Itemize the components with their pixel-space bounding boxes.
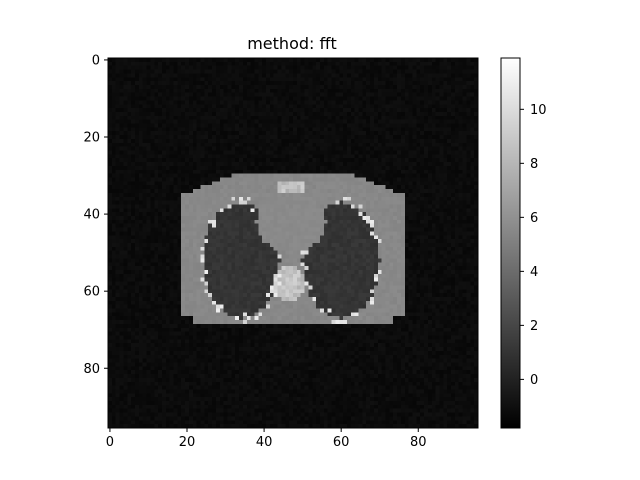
y-tick-label: 80 — [83, 362, 100, 377]
colorbar-tick-label: 6 — [530, 211, 538, 226]
colorbar-frame — [500, 57, 521, 429]
colorbar-tick-label: 0 — [530, 373, 538, 388]
y-tick-label: 40 — [83, 208, 100, 223]
colorbar-tick-label: 4 — [530, 265, 538, 280]
colorbar-tick-label: 2 — [530, 319, 538, 334]
x-tick-label: 0 — [106, 435, 114, 450]
x-tick-label: 60 — [333, 435, 350, 450]
x-tick-label: 20 — [179, 435, 196, 450]
y-axis: 0 20 40 60 80 — [83, 53, 108, 377]
colorbar-gradient — [501, 58, 520, 428]
colorbar-tick-label: 8 — [530, 157, 538, 172]
y-tick-label: 60 — [83, 285, 100, 300]
colorbar-tick-label: 10 — [530, 103, 547, 118]
chart-title: method: fft — [247, 34, 337, 53]
x-axis: 0 20 40 60 80 — [106, 428, 427, 450]
x-tick-label: 40 — [256, 435, 273, 450]
y-tick-label: 20 — [83, 131, 100, 146]
y-tick-label: 0 — [92, 53, 100, 68]
image-panel — [107, 57, 479, 429]
x-tick-label: 80 — [410, 435, 427, 450]
image-frame — [107, 57, 479, 429]
colorbar-ticks: 0 2 4 6 8 10 — [520, 103, 547, 388]
colorbar: 0 2 4 6 8 10 — [500, 57, 547, 429]
ct-image — [108, 58, 478, 428]
